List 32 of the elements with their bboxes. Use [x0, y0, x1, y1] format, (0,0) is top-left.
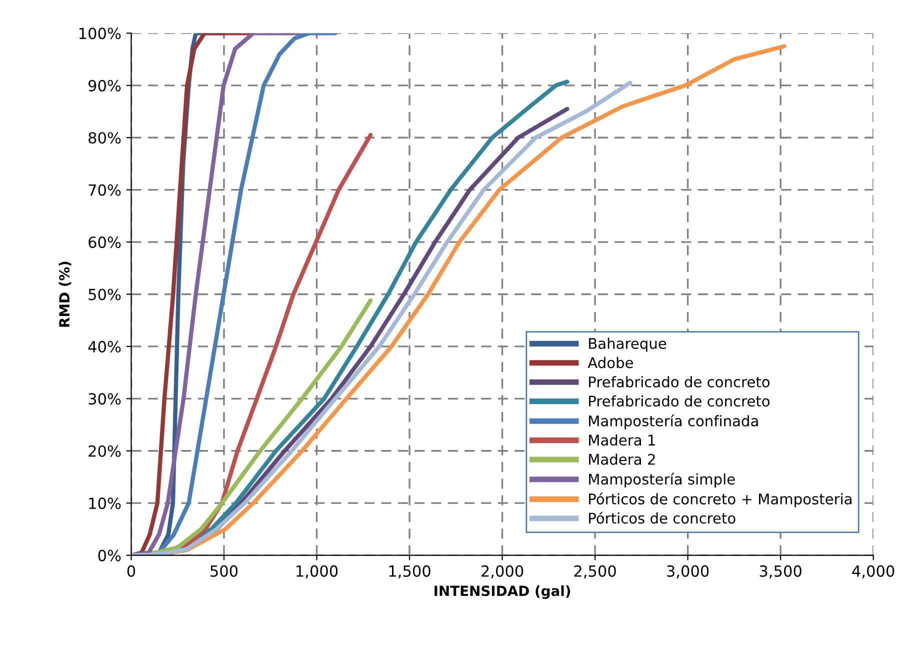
x-tick-label: 1,500 — [389, 565, 430, 578]
legend-label: Pórticos de concreto — [589, 512, 736, 524]
x-tick-label: 3,500 — [760, 565, 802, 578]
y-tick-label: 100% — [80, 28, 121, 40]
y-tick-label: 10% — [89, 498, 121, 510]
y-tick-label: 90% — [88, 80, 121, 92]
y-tick-label: 80% — [88, 132, 121, 144]
x-tick-label: 4,000 — [852, 565, 894, 578]
y-tick-label: 0% — [98, 550, 121, 562]
x-tick-label: 3,000 — [667, 565, 709, 578]
x-axis-title: INTENSIDAD (gal) — [434, 585, 570, 599]
x-tick-label: 2,500 — [574, 565, 616, 578]
legend-label: Prefabricado de concreto — [589, 395, 770, 407]
legend-label: Adobe — [588, 356, 633, 368]
y-tick-label: 20% — [88, 445, 121, 457]
legend-label: Prefabricado de concreto — [589, 376, 770, 388]
x-tick-label: 0 — [127, 565, 136, 577]
y-axis-title: RMD (%) — [58, 262, 72, 327]
x-tick-label: 500 — [210, 565, 238, 577]
y-tick-label: 70% — [88, 184, 121, 196]
x-tick-label: 1,000 — [296, 565, 338, 578]
legend-label: Mampostería simple — [589, 472, 735, 488]
y-tick-label: 50% — [88, 288, 121, 300]
y-tick-label: 30% — [88, 393, 121, 405]
legend-label: Madera 2 — [589, 454, 655, 465]
y-tick-label: 40% — [88, 340, 121, 352]
y-tick-label: 60% — [88, 236, 121, 248]
x-tick-label: 2,000 — [482, 565, 524, 578]
legend-label: Pórticos de concreto + Mamposteria — [589, 492, 852, 508]
legend-label: Mampostería confinada — [589, 414, 758, 430]
legend-label: Madera 1 — [589, 434, 655, 446]
legend-label: Bahareque — [589, 338, 666, 352]
